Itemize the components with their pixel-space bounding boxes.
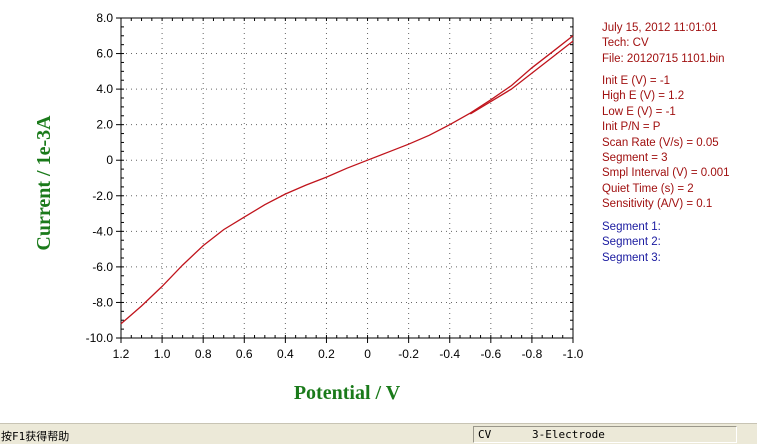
param: Smpl Interval (V) = 0.001 (602, 167, 730, 180)
cv-curve-2 (469, 40, 574, 115)
plot-frame (120, 17, 574, 339)
y-tick-label: 0 (106, 153, 113, 167)
x-tick-label: 0.2 (318, 347, 335, 361)
segment: Segment 2: (602, 236, 661, 249)
y-tick-label: 2.0 (96, 118, 113, 132)
x-axis-label: Potential / V (294, 382, 401, 404)
x-tick-label: 1.2 (113, 347, 130, 361)
segments: Segment 1: Segment 2: Segment 3: (602, 220, 661, 266)
param: High E (V) = 1.2 (602, 90, 685, 103)
x-tick-label: 0.8 (195, 347, 212, 361)
x-tick-label: 0 (364, 347, 371, 361)
date-time: July 15, 2012 11:01:01 (602, 22, 718, 34)
y-tick-label: -6.0 (92, 260, 113, 274)
status-bar: 按F1获得帮助 CV 3-Electrode (0, 423, 757, 444)
x-tick-label: -0.2 (398, 347, 419, 361)
y-tick-label: -4.0 (92, 224, 113, 238)
segment: Segment 3: (602, 251, 661, 264)
y-tick-label: 4.0 (96, 82, 113, 96)
y-tick-label: -10.0 (86, 331, 114, 345)
y-tick-label: -8.0 (92, 295, 113, 309)
header-info: July 15, 2012 11:01:01 Tech: CV File: 20… (602, 21, 725, 67)
segment: Segment 1: (602, 221, 661, 233)
x-tick-label: 1.0 (154, 347, 171, 361)
status-electrode: 3-Electrode (532, 428, 605, 441)
technique: Tech: CV (602, 37, 649, 50)
parameters: Init E (V) = -1 High E (V) = 1.2 Low E (… (602, 74, 730, 213)
help-text: 按F1获得帮助 (1, 430, 70, 443)
y-tick-label: -2.0 (92, 189, 113, 203)
status-technique: CV (478, 428, 492, 441)
y-axis-label: Current / 1e-3A (33, 115, 55, 251)
file-name: File: 20120715 1101.bin (602, 52, 725, 65)
param: Init P/N = P (602, 121, 661, 134)
y-tick-label: 8.0 (96, 11, 113, 25)
y-tick-label: 6.0 (96, 47, 113, 61)
param: Sensitivity (A/V) = 0.1 (602, 198, 713, 211)
param: Low E (V) = -1 (602, 105, 676, 118)
x-tick-label: -0.8 (522, 347, 543, 361)
param: Scan Rate (V/s) = 0.05 (602, 136, 719, 149)
status-pane: CV 3-Electrode (473, 426, 737, 443)
x-tick-label: -0.4 (439, 347, 460, 361)
cv-curve-1 (120, 35, 574, 325)
param: Quiet Time (s) = 2 (602, 182, 694, 195)
param: Init E (V) = -1 (602, 75, 671, 87)
param: Segment = 3 (602, 152, 668, 165)
x-tick-label: -0.6 (480, 347, 501, 361)
x-tick-label: 0.6 (236, 347, 253, 361)
x-tick-label: -1.0 (563, 347, 584, 361)
x-tick-label: 0.4 (277, 347, 294, 361)
cv-chart: 1.2 1.0 0.8 0.6 0.4 0.2 0 -0.2 -0.4 -0.6 -0.8 -1.0 8… (33, 11, 584, 404)
